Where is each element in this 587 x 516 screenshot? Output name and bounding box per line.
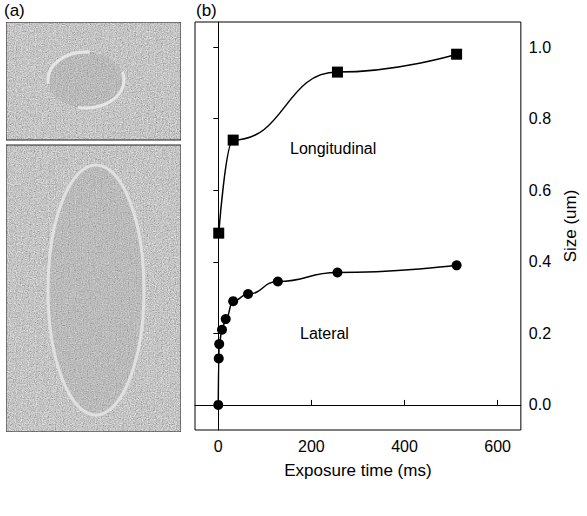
svg-text:0: 0 [214,438,223,455]
svg-text:0.2: 0.2 [529,325,551,342]
svg-text:0.4: 0.4 [529,253,551,270]
svg-text:0.0: 0.0 [529,396,551,413]
svg-text:1.0: 1.0 [529,39,551,56]
svg-text:Exposure time (ms): Exposure time (ms) [284,461,431,480]
svg-text:600: 600 [484,438,511,455]
html-text:(a): (a) [4,1,25,20]
svg-text:400: 400 [391,438,418,455]
svg-text:Longitudinal: Longitudinal [290,140,376,157]
svg-text:0.6: 0.6 [529,182,551,199]
html-text:(b): (b) [196,1,217,20]
svg-text:Lateral: Lateral [300,325,349,342]
svg-text:Size (um): Size (um) [561,190,580,263]
svg-text:0.8: 0.8 [529,110,551,127]
svg-text:200: 200 [298,438,325,455]
